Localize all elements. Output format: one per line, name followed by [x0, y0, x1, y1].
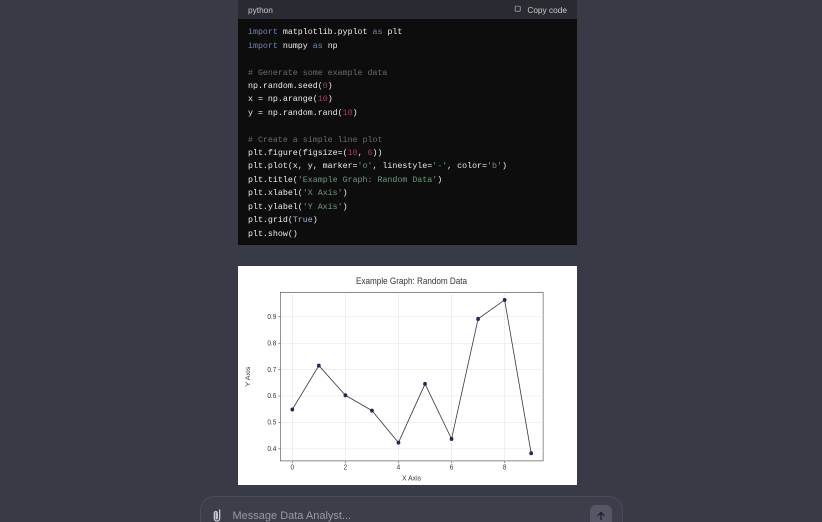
svg-text:0.5: 0.5 — [267, 419, 276, 426]
svg-text:Example Graph: Random Data: Example Graph: Random Data — [356, 276, 467, 286]
svg-text:Y Axis: Y Axis — [245, 366, 252, 387]
svg-text:8: 8 — [503, 464, 507, 471]
svg-text:2: 2 — [344, 464, 348, 471]
svg-text:0.9: 0.9 — [267, 314, 276, 321]
svg-text:0.6: 0.6 — [267, 393, 276, 400]
svg-text:0.4: 0.4 — [267, 446, 276, 453]
svg-text:6: 6 — [450, 464, 454, 471]
svg-text:0: 0 — [291, 464, 295, 471]
svg-text:0.7: 0.7 — [267, 367, 276, 374]
svg-text:0.8: 0.8 — [267, 340, 276, 347]
svg-text:X Axis: X Axis — [402, 475, 421, 482]
svg-text:4: 4 — [397, 464, 401, 471]
